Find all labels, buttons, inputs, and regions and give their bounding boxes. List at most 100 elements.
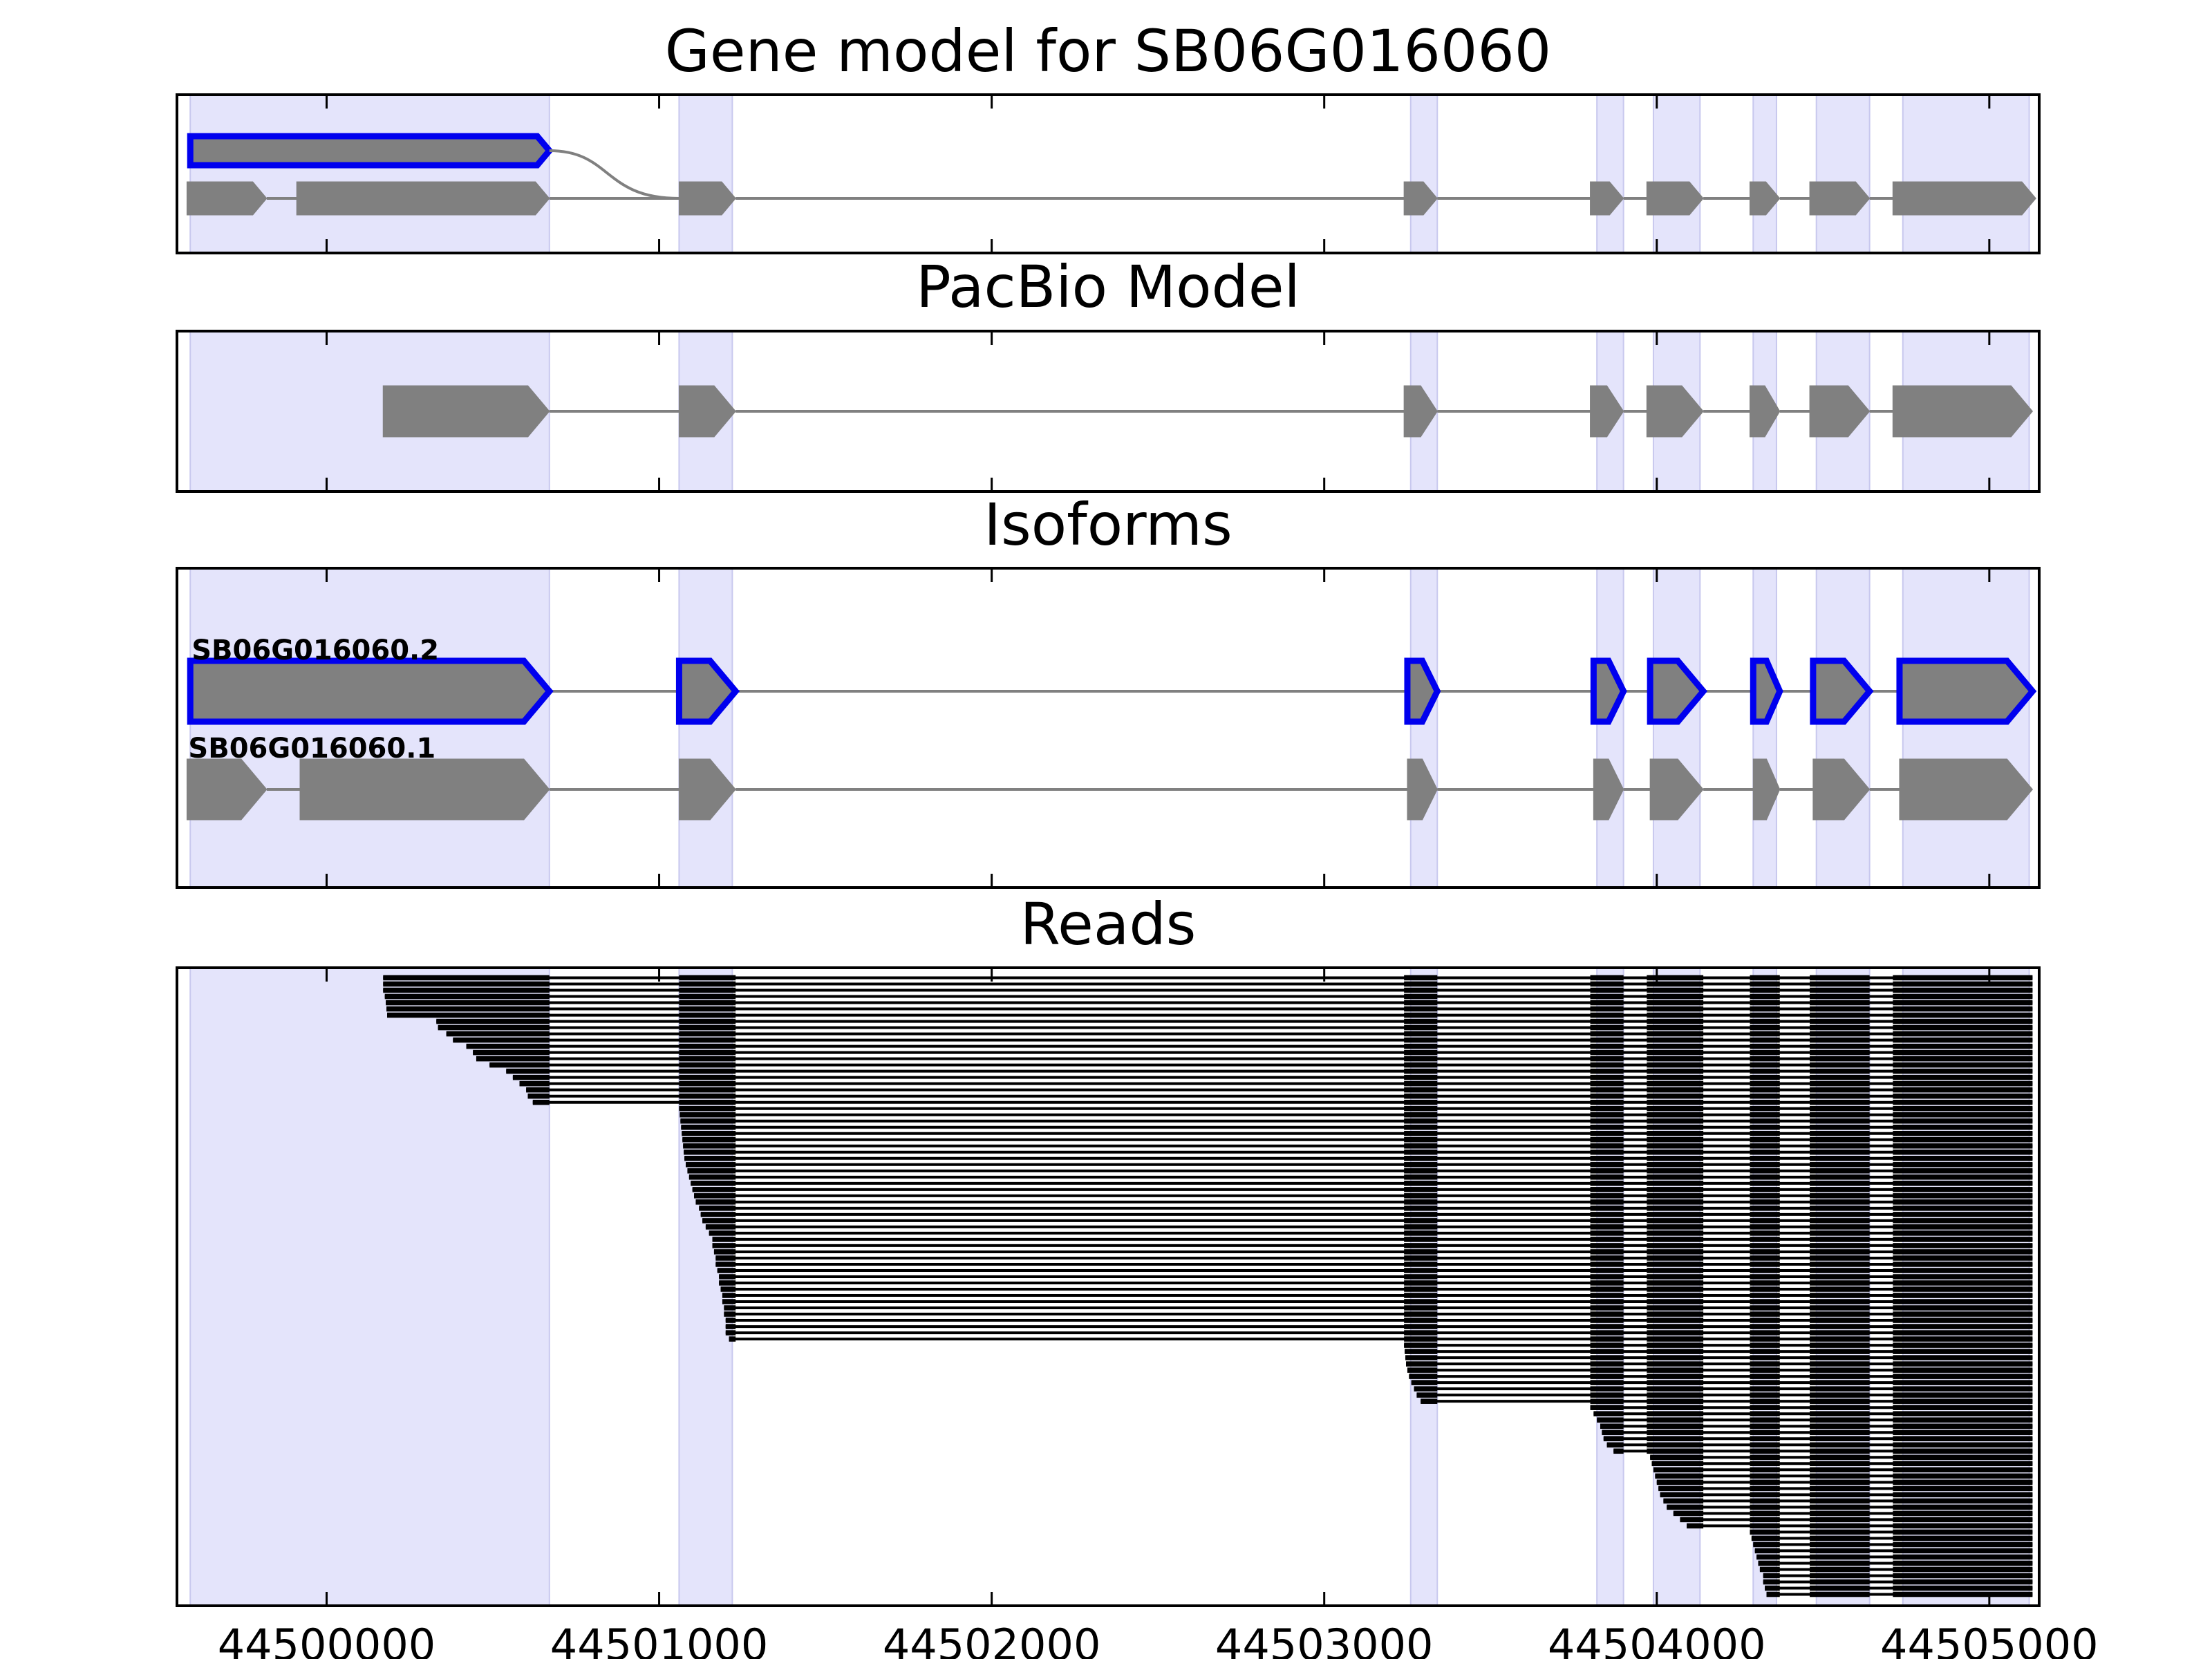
read bbox=[1751, 1535, 2033, 1541]
read-block bbox=[1893, 975, 2033, 981]
read-block bbox=[1750, 1517, 1780, 1523]
read-block bbox=[1404, 1000, 1438, 1006]
read-block bbox=[713, 1249, 736, 1255]
read-block bbox=[1810, 1268, 1870, 1273]
read bbox=[1404, 1342, 2033, 1348]
read-block bbox=[1810, 1405, 1870, 1410]
exon bbox=[1646, 181, 1704, 216]
panel-title: Gene model for SB06G016060 bbox=[665, 17, 1551, 85]
exon-region-band bbox=[1596, 568, 1624, 888]
exon bbox=[382, 385, 550, 438]
read-block bbox=[1590, 1324, 1624, 1329]
read-block bbox=[1750, 1504, 1780, 1510]
read-block bbox=[1810, 1136, 1870, 1143]
read-block bbox=[1590, 1087, 1624, 1093]
read-block bbox=[1810, 1504, 1870, 1510]
read-block bbox=[1404, 1074, 1438, 1080]
read-block bbox=[1647, 1411, 1704, 1416]
read-block bbox=[1758, 1560, 1780, 1566]
read-block bbox=[1409, 1374, 1438, 1379]
highlighted-exon bbox=[187, 133, 554, 169]
read-block bbox=[1893, 1299, 2033, 1304]
read-block bbox=[1893, 1174, 2033, 1180]
read-block bbox=[1754, 1548, 1780, 1554]
read-block bbox=[1404, 987, 1438, 993]
read-block bbox=[679, 1000, 736, 1006]
read-block bbox=[1893, 1130, 2033, 1136]
read-block bbox=[1893, 1018, 2033, 1024]
read-block bbox=[1647, 1367, 1704, 1373]
read-block bbox=[1647, 1268, 1704, 1273]
read-block bbox=[1893, 1262, 2033, 1267]
read bbox=[386, 1006, 2033, 1012]
exon-region-band bbox=[1752, 94, 1777, 254]
read bbox=[1600, 1423, 2033, 1430]
read-block bbox=[1404, 1031, 1438, 1037]
read-block bbox=[1750, 1174, 1780, 1180]
read-block bbox=[1404, 1330, 1438, 1335]
highlighted-exon bbox=[1404, 657, 1441, 725]
read-block bbox=[1405, 1349, 1438, 1354]
read-block bbox=[1893, 981, 2033, 987]
read-block bbox=[1810, 1386, 1870, 1391]
read bbox=[532, 1099, 2033, 1105]
read-block bbox=[1893, 1105, 2033, 1112]
read-block bbox=[1647, 1068, 1704, 1074]
read-block bbox=[1590, 1367, 1624, 1373]
read-block bbox=[1810, 1074, 1870, 1080]
isoforms-panel: Isoforms SB06G016060.2 SB06G016060.1 bbox=[176, 491, 2041, 889]
read-block bbox=[1810, 1218, 1870, 1224]
read-block bbox=[1893, 1080, 2033, 1087]
read-block bbox=[1810, 1492, 1870, 1498]
read-block bbox=[679, 1099, 736, 1105]
read-block bbox=[1647, 1080, 1704, 1087]
read-block bbox=[1750, 1156, 1780, 1161]
exon bbox=[1749, 181, 1781, 216]
read-block bbox=[1810, 1031, 1870, 1037]
read-block bbox=[1750, 987, 1780, 993]
read-block bbox=[725, 1324, 736, 1329]
read-block bbox=[699, 1206, 736, 1211]
read bbox=[387, 1012, 2033, 1018]
read-block bbox=[1756, 1554, 1780, 1560]
read-block bbox=[1647, 1012, 1704, 1018]
read-block bbox=[1893, 1006, 2033, 1012]
read-block bbox=[1590, 1043, 1624, 1049]
read-block bbox=[1750, 1262, 1780, 1267]
read-block bbox=[1893, 1336, 2033, 1342]
read-block bbox=[1421, 1398, 1438, 1404]
read-block bbox=[1810, 1585, 1870, 1591]
read-block bbox=[1810, 1118, 1870, 1124]
read-block bbox=[1893, 1398, 2033, 1404]
read-block bbox=[1590, 1031, 1624, 1037]
read-block bbox=[1750, 1130, 1780, 1136]
read bbox=[702, 1218, 2033, 1224]
read bbox=[717, 1268, 2033, 1273]
read-block bbox=[1647, 1299, 1704, 1304]
read-block bbox=[705, 1224, 736, 1230]
exon bbox=[186, 758, 268, 821]
read-block bbox=[1590, 1062, 1624, 1068]
read-block bbox=[1893, 1585, 2033, 1591]
read-block bbox=[1647, 1093, 1704, 1099]
read-block bbox=[1647, 1006, 1704, 1012]
isoform-label: SB06G016060.1 bbox=[188, 733, 435, 765]
read-block bbox=[1647, 1212, 1704, 1217]
read-block bbox=[1647, 1374, 1704, 1379]
read-block bbox=[1810, 1168, 1870, 1174]
read-block bbox=[1893, 1535, 2033, 1541]
read-block bbox=[1590, 1174, 1624, 1180]
read-block bbox=[1590, 1249, 1624, 1255]
read-block bbox=[1750, 1168, 1780, 1174]
read bbox=[725, 1330, 2033, 1335]
read-block bbox=[1750, 1187, 1780, 1192]
read bbox=[512, 1074, 2033, 1080]
exon-region-band bbox=[1409, 94, 1438, 254]
read bbox=[1655, 1473, 2033, 1479]
read-block bbox=[1404, 1181, 1438, 1186]
exon-region-band bbox=[1902, 568, 2030, 888]
read-block bbox=[1680, 1517, 1704, 1523]
read-block bbox=[719, 1280, 736, 1286]
read-block bbox=[1606, 1442, 1624, 1448]
read-block bbox=[1590, 1181, 1624, 1186]
